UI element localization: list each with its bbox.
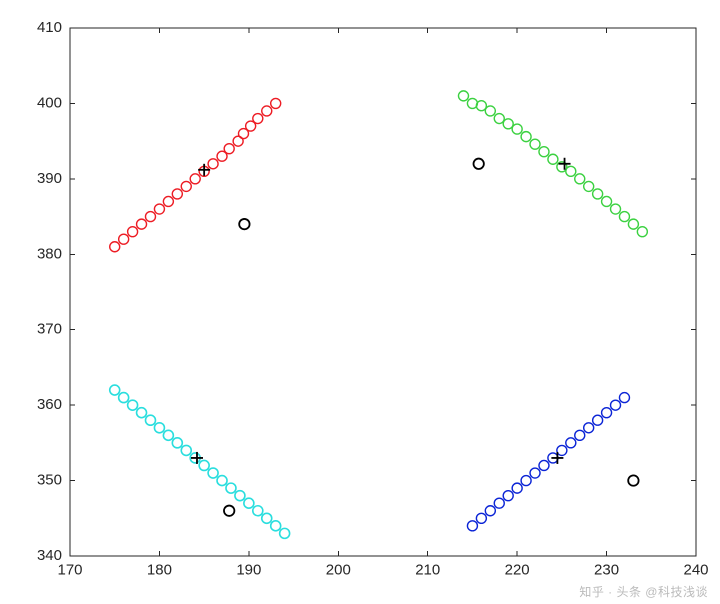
x-tick-label: 210 bbox=[415, 561, 440, 578]
x-tick-label: 240 bbox=[683, 561, 708, 578]
y-tick-label: 410 bbox=[37, 19, 62, 36]
y-tick-label: 360 bbox=[37, 396, 62, 413]
y-tick-label: 350 bbox=[37, 472, 62, 489]
x-tick-label: 190 bbox=[236, 561, 261, 578]
x-tick-label: 230 bbox=[594, 561, 619, 578]
y-tick-label: 400 bbox=[37, 94, 62, 111]
x-tick-label: 220 bbox=[505, 561, 530, 578]
y-tick-label: 390 bbox=[37, 170, 62, 187]
y-tick-label: 370 bbox=[37, 321, 62, 338]
x-tick-label: 180 bbox=[147, 561, 172, 578]
chart-container: 1701801902002102202302403403503603703803… bbox=[0, 0, 720, 604]
scatter-plot: 1701801902002102202302403403503603703803… bbox=[0, 0, 720, 604]
y-tick-label: 340 bbox=[37, 547, 62, 564]
x-tick-label: 200 bbox=[326, 561, 351, 578]
y-tick-label: 380 bbox=[37, 245, 62, 262]
